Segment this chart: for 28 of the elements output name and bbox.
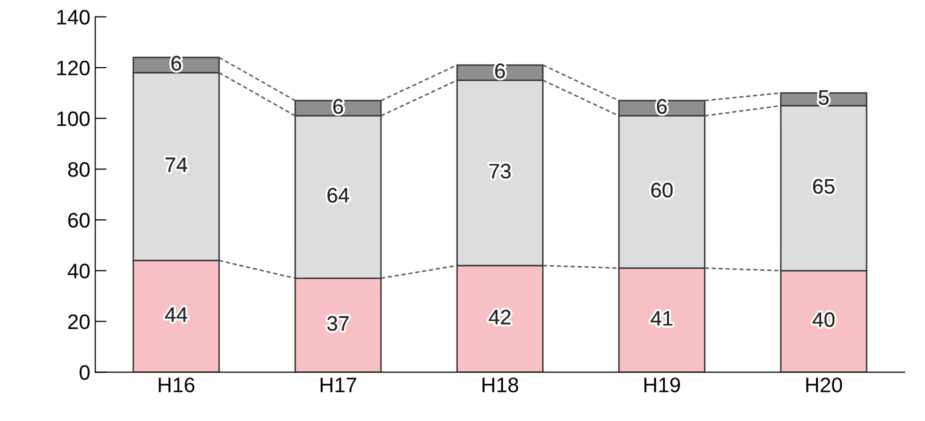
data-label: 64 — [328, 188, 350, 203]
y-tick-label: 60 — [68, 212, 90, 228]
y-tick-label: 120 — [57, 60, 90, 76]
data-label: 60 — [651, 182, 673, 198]
y-tick-label: 100 — [57, 111, 90, 126]
data-label: 37 — [327, 316, 349, 331]
data-label: 44 — [165, 307, 188, 322]
data-label: 6 — [333, 99, 343, 114]
y-tick-label: 20 — [68, 314, 90, 330]
data-label: 5 — [818, 90, 829, 105]
y-tick-label: 40 — [68, 264, 90, 278]
y-tick-label: 0 — [80, 365, 90, 380]
data-label: 73 — [489, 164, 511, 179]
data-label: 6 — [657, 99, 667, 114]
y-tick-label: 140 — [57, 10, 90, 25]
data-label: 6 — [171, 56, 182, 71]
data-label: 42 — [488, 310, 511, 324]
data-label: 74 — [166, 158, 188, 172]
data-label: 65 — [813, 178, 834, 194]
x-tick-label: H20 — [806, 378, 842, 392]
x-tick-label: H17 — [320, 378, 356, 392]
x-tick-label: H18 — [482, 378, 518, 392]
x-tick-label: H19 — [644, 378, 680, 392]
y-tick-label: 80 — [68, 162, 90, 177]
x-tick-label: H16 — [158, 378, 194, 392]
data-label: 40 — [812, 312, 834, 327]
data-label: 41 — [650, 311, 672, 326]
data-label: 6 — [495, 64, 505, 78]
